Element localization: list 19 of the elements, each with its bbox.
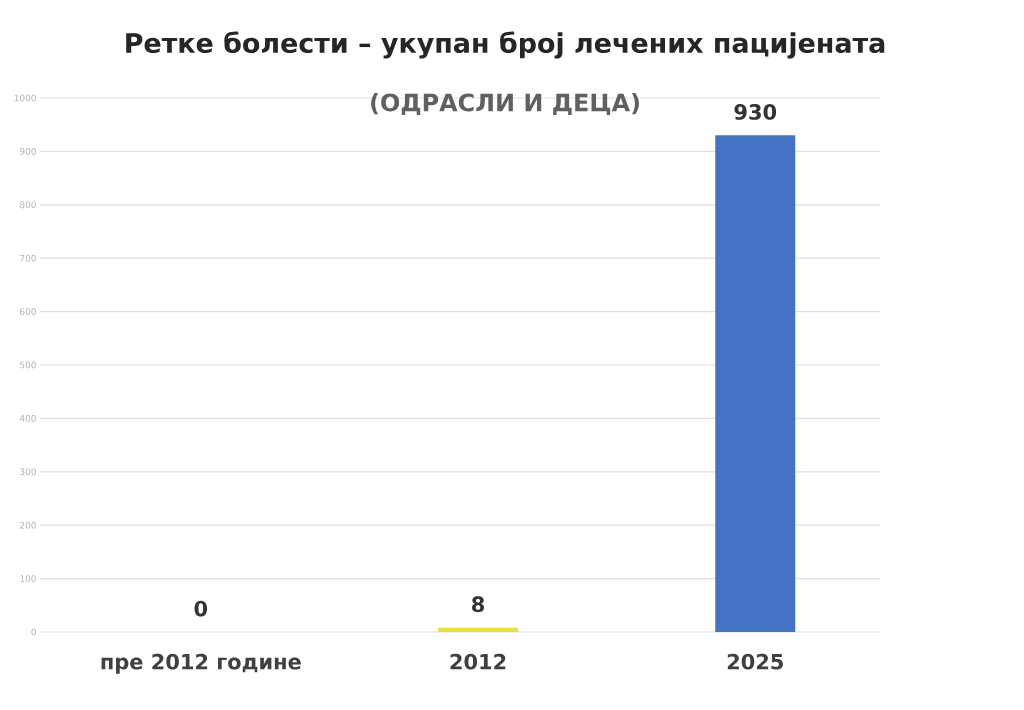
x-tick-label: 2012: [450, 653, 506, 670]
y-tick-label: 0: [31, 628, 36, 636]
y-tick-label: 900: [19, 147, 36, 155]
x-tick-label: пре 2012 године: [101, 653, 301, 674]
chart-subtitle: (ОДРАСЛИ И ДЕЦА): [371, 93, 639, 115]
y-tick-label: 600: [20, 308, 36, 315]
y-tick-label: 800: [19, 201, 36, 209]
x-tick-label: 2025: [727, 653, 783, 670]
y-tick-label: 1000: [14, 94, 36, 102]
y-tick-label: 200: [20, 521, 36, 529]
y-tick-label: 700: [20, 254, 36, 262]
chart-title: Ретке болести – укупан број лечених пацијената: [126, 31, 885, 59]
data-label: 8: [472, 596, 485, 613]
data-label: 0: [194, 600, 208, 617]
y-tick-label: 300: [20, 468, 36, 476]
y-tick-label: 500: [20, 361, 36, 369]
y-tick-label: 400: [19, 414, 36, 422]
y-tick-label: 100: [20, 575, 36, 582]
data-label: 930: [734, 104, 777, 120]
